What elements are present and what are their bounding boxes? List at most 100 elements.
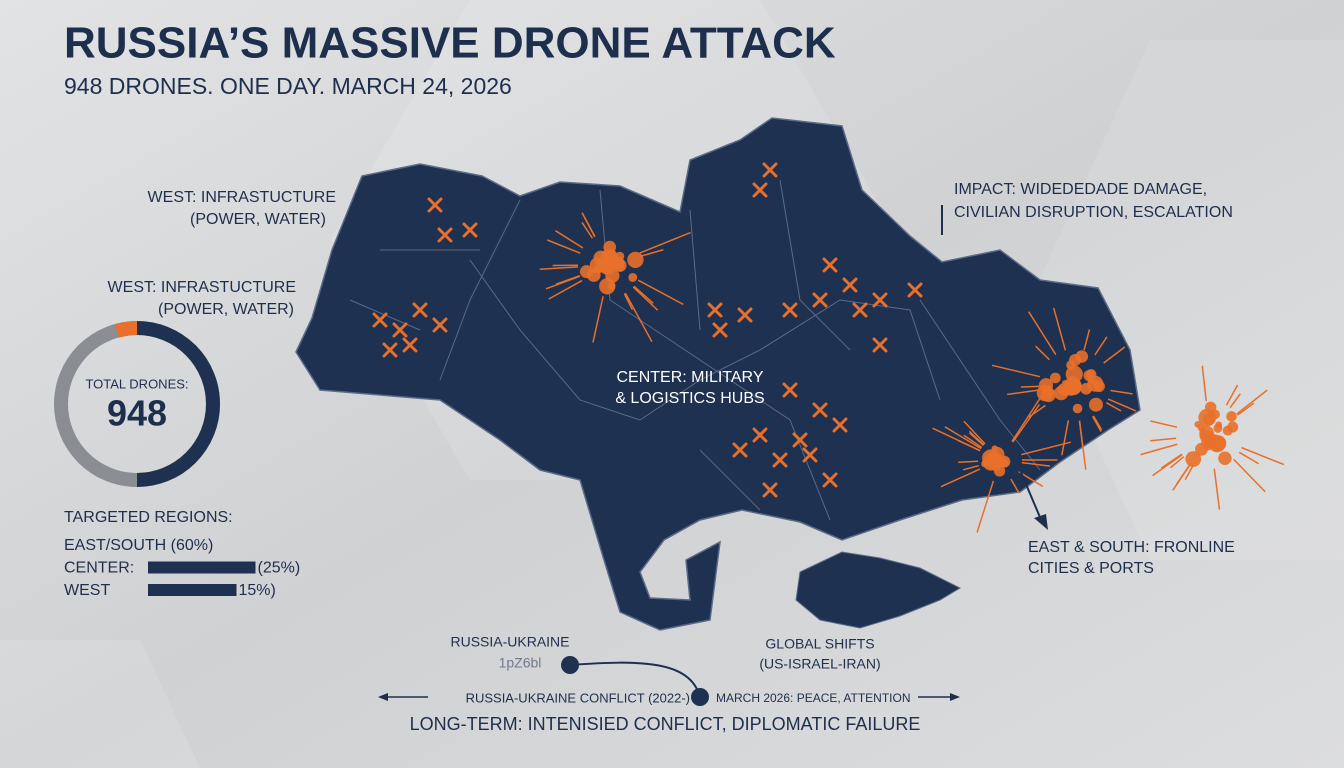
strike <box>1069 353 1082 366</box>
callout: CENTER: MILITARY <box>617 369 764 386</box>
strike-ray <box>637 279 684 306</box>
strike-ray <box>1083 329 1091 351</box>
strike-marker <box>382 342 398 358</box>
strike-ray <box>1110 389 1133 395</box>
strike-ray <box>1021 441 1071 456</box>
strike <box>1088 397 1103 412</box>
strike <box>1218 451 1232 465</box>
strike-marker <box>792 432 808 448</box>
strike-ray <box>1213 468 1221 510</box>
strike <box>1201 435 1214 448</box>
strike <box>1041 387 1056 403</box>
strike-marker <box>712 322 728 338</box>
hexagon <box>0 640 200 768</box>
strike-ray <box>1010 478 1020 494</box>
strike-marker <box>772 452 788 468</box>
strike <box>1085 369 1097 380</box>
region-bar <box>148 584 237 596</box>
strike-ray <box>1012 404 1041 443</box>
strike <box>1204 401 1217 413</box>
timeline-label: GLOBAL SHIFTS <box>765 636 874 652</box>
strike-marker <box>872 337 888 353</box>
timeline-node <box>561 656 579 674</box>
title: RUSSIA’S MASSIVE DRONE ATTACK <box>64 19 836 68</box>
timeline-label: (US-ISRAEL-IRAN) <box>759 656 880 672</box>
strike-marker <box>462 222 478 238</box>
callout: EAST & SOUTH: FRONLINE <box>1028 539 1235 556</box>
callout-line <box>1019 469 1043 523</box>
strike-ray <box>963 420 986 445</box>
strike-ray <box>632 286 659 311</box>
region-label: WEST <box>64 582 110 599</box>
strike-ray <box>640 249 664 257</box>
strike-marker <box>392 322 408 338</box>
strike-ray <box>623 293 634 311</box>
strike-ray <box>1052 307 1067 351</box>
strike-ray <box>547 239 581 254</box>
timeline-label: RUSSIA-UKRAINE <box>450 634 569 650</box>
strike <box>579 265 594 279</box>
strike-ray <box>1028 311 1057 355</box>
strike-ray <box>581 221 594 239</box>
strike-ray <box>1094 336 1108 356</box>
timeline-label: MARCH 2026: PEACE, ATTENTION <box>716 691 911 705</box>
region-label: CENTER: <box>64 560 134 577</box>
strike-ray <box>1150 437 1177 442</box>
footer: LONG-TERM: INTENISIED CONFLICT, DIPLOMAT… <box>410 714 921 734</box>
strike-marker <box>812 402 828 418</box>
country-outline <box>295 117 1141 631</box>
strike <box>1226 411 1237 422</box>
strike-marker <box>762 482 778 498</box>
strike <box>1185 451 1202 467</box>
strike <box>1203 413 1216 426</box>
strike-marker <box>707 302 723 318</box>
strike-ray <box>1233 458 1266 493</box>
strike-ray <box>548 279 583 300</box>
strike-ray <box>624 292 653 343</box>
strike <box>988 455 997 465</box>
strike-marker <box>782 382 798 398</box>
strike-marker <box>802 447 818 463</box>
subtitle: 948 DRONES. ONE DAY. MARCH 24, 2026 <box>64 73 512 99</box>
strike-ray <box>963 434 983 449</box>
strike <box>1213 423 1223 433</box>
strike-ray <box>1229 393 1241 409</box>
strike-ray <box>962 464 979 471</box>
strike-ray <box>1103 346 1126 364</box>
strike-ray <box>581 212 596 238</box>
strike-marker <box>812 292 828 308</box>
strike-ray <box>1011 394 1043 442</box>
callout: CIVILIAN DISRUPTION, ESCALATION <box>954 204 1233 221</box>
strike-ray <box>1184 464 1195 481</box>
region-label: EAST/SOUTH (60%) <box>64 537 213 554</box>
strike-ray <box>1078 420 1084 449</box>
strike-marker <box>732 442 748 458</box>
strike-ray <box>592 296 604 343</box>
strike-ray <box>1061 420 1070 456</box>
total-value: 948 <box>107 393 167 434</box>
strike-marker <box>402 337 418 353</box>
strike <box>1194 421 1202 428</box>
strike-ray <box>1092 415 1103 431</box>
strike-ray <box>1035 345 1050 361</box>
strike-ray <box>1238 451 1260 465</box>
strike-ray <box>555 230 584 249</box>
callout: IMPACT: WIDEDEDADE DAMAGE, <box>954 181 1207 198</box>
callout: CITIES & PORTS <box>1028 560 1154 577</box>
strike-ray <box>1160 453 1183 469</box>
timeline-label: RUSSIA-UKRAINE CONFLICT (2022-) <box>466 690 690 705</box>
strike-ray <box>1201 365 1207 402</box>
strike-ray <box>1150 420 1178 428</box>
strikes <box>372 162 1285 533</box>
strike-ray <box>940 468 981 488</box>
strike-marker <box>737 307 753 323</box>
strike-ray <box>976 480 995 533</box>
callout: (POWER, WATER) <box>190 211 326 228</box>
strike-marker <box>782 302 798 318</box>
strike-ray <box>958 460 979 464</box>
strike-marker <box>752 182 768 198</box>
strike-marker <box>372 312 388 328</box>
strike <box>1072 403 1083 414</box>
